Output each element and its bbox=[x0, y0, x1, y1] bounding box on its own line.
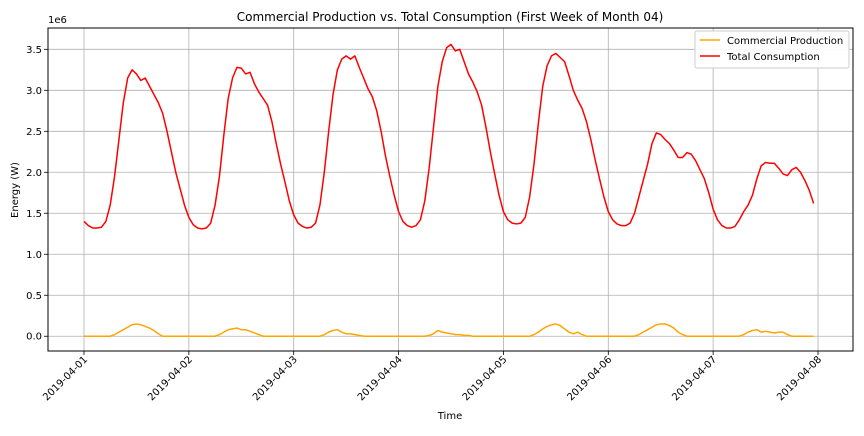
y-tick-label: 0.0 bbox=[26, 332, 42, 343]
legend: Commercial Production Total Consumption bbox=[694, 30, 850, 69]
x-tick-label: 2019-04-02 bbox=[146, 354, 195, 403]
y-tick-label: 1.5 bbox=[26, 209, 42, 220]
y-tick-label: 2.0 bbox=[26, 168, 42, 179]
x-axis: 2019-04-01 2019-04-02 2019-04-03 2019-04-04… bbox=[41, 351, 824, 403]
plot-area-frame bbox=[47, 27, 854, 352]
y-axis-label: Energy (W) bbox=[10, 162, 21, 218]
chart-title: Commercial Production vs. Total Consumpt… bbox=[237, 10, 664, 24]
y-tick-label: 1.0 bbox=[26, 250, 42, 261]
series-layer bbox=[83, 43, 815, 337]
x-tick-label: 2019-04-07 bbox=[670, 354, 719, 403]
x-tick-label: 2019-04-06 bbox=[566, 354, 615, 403]
y-tick-label: 3.0 bbox=[26, 86, 42, 97]
grid-lines bbox=[48, 28, 853, 351]
legend-box bbox=[694, 30, 850, 69]
legend-label-commercial-production: Commercial Production bbox=[727, 36, 843, 47]
series-line-total-consumption bbox=[83, 43, 815, 230]
legend-label-total-consumption: Total Consumption bbox=[726, 52, 820, 63]
y-axis: 0.0 0.5 1.0 1.5 2.0 2.5 3.0 3.5 bbox=[26, 45, 48, 343]
y-offset-label: 1e6 bbox=[48, 15, 67, 26]
y-tick-label: 0.5 bbox=[26, 291, 42, 302]
y-tick-label: 2.5 bbox=[26, 127, 42, 138]
x-axis-label: Time bbox=[437, 411, 462, 422]
x-tick-label: 2019-04-05 bbox=[461, 354, 510, 403]
x-tick-label: 2019-04-04 bbox=[356, 354, 405, 403]
x-tick-label: 2019-04-08 bbox=[775, 354, 824, 403]
series-line-commercial-production bbox=[84, 323, 814, 337]
y-tick-label: 3.5 bbox=[26, 45, 42, 56]
x-tick-label: 2019-04-01 bbox=[41, 354, 90, 403]
x-tick-label: 2019-04-03 bbox=[251, 354, 300, 403]
